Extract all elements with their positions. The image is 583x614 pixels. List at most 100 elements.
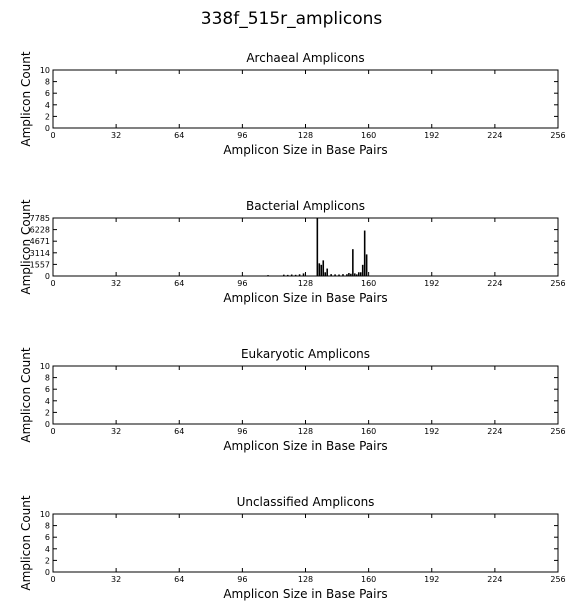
bar	[365, 254, 368, 276]
y-tick-label: 4	[45, 545, 50, 554]
x-tick-label: 0	[50, 131, 55, 140]
x-tick-label: 192	[424, 427, 439, 436]
y-tick-label: 4	[45, 101, 50, 110]
x-tick-label: 160	[361, 279, 376, 288]
x-tick-label: 160	[361, 427, 376, 436]
x-tick-label: 224	[487, 131, 502, 140]
x-axis-label: Amplicon Size in Base Pairs	[223, 291, 387, 305]
x-tick-label: 128	[298, 279, 313, 288]
bar	[342, 274, 344, 276]
bar	[354, 273, 356, 276]
plot-frame	[52, 513, 559, 573]
y-tick-label: 10	[40, 362, 50, 371]
bar	[361, 264, 364, 276]
x-tick-label: 128	[298, 427, 313, 436]
y-tick-label: 3114	[30, 249, 50, 258]
x-tick-label: 64	[174, 131, 184, 140]
y-tick-label: 8	[45, 522, 50, 531]
bar	[298, 274, 301, 276]
bar	[359, 272, 362, 276]
x-axis-label: Amplicon Size in Base Pairs	[223, 143, 387, 157]
bar	[330, 274, 332, 276]
bar	[324, 272, 327, 276]
x-tick-label: 192	[424, 279, 439, 288]
y-tick-label: 0	[45, 124, 50, 133]
x-tick-label: 32	[111, 131, 121, 140]
x-tick-label: 96	[237, 427, 247, 436]
bar	[302, 273, 305, 276]
bar	[356, 274, 358, 276]
y-tick-label: 6	[45, 385, 50, 394]
bar	[357, 272, 360, 276]
x-tick-label: 96	[237, 279, 247, 288]
y-tick-label: 7785	[30, 214, 50, 223]
x-axis-label: Amplicon Size in Base Pairs	[223, 587, 387, 601]
y-tick-label: 4	[45, 397, 50, 406]
x-tick-label: 256	[550, 427, 565, 436]
bar	[322, 260, 325, 276]
x-tick-label: 192	[424, 575, 439, 584]
bar	[283, 274, 285, 276]
bar	[363, 230, 366, 276]
x-tick-label: 0	[50, 279, 55, 288]
y-tick-label: 8	[45, 374, 50, 383]
x-axis-label: Amplicon Size in Base Pairs	[223, 439, 387, 453]
y-tick-label: 4671	[30, 237, 50, 246]
y-tick-label: 1557	[30, 260, 50, 269]
x-tick-label: 64	[174, 427, 184, 436]
bar	[348, 273, 350, 276]
x-tick-label: 128	[298, 131, 313, 140]
bar	[286, 274, 289, 276]
y-tick-label: 6228	[30, 226, 50, 235]
panel-title: Archaeal Amplicons	[246, 51, 364, 65]
x-tick-label: 128	[298, 575, 313, 584]
bacterial-panel: Bacterial Amplicons 0 32 64 96 128 160 192 224 25…	[19, 199, 566, 305]
y-tick-label: 10	[40, 510, 50, 519]
figure-title: 338f_515r_amplicons	[200, 9, 383, 29]
y-tick-label: 6	[45, 89, 50, 98]
x-tick-label: 256	[550, 575, 565, 584]
x-tick-label: 192	[424, 131, 439, 140]
bar	[326, 268, 328, 276]
panel-title: Bacterial Amplicons	[246, 199, 365, 213]
x-tick-label: 224	[487, 279, 502, 288]
bar	[334, 274, 336, 276]
x-tick-label: 0	[50, 427, 55, 436]
x-tick-label: 32	[111, 279, 121, 288]
y-tick-label: 0	[45, 420, 50, 429]
x-tick-label: 256	[550, 131, 565, 140]
x-tick-label: 224	[487, 427, 502, 436]
y-tick-label: 2	[45, 408, 50, 417]
bar	[290, 274, 293, 276]
bar	[352, 249, 354, 276]
y-axis-label: Amplicon Count	[19, 51, 33, 146]
y-tick-label: 6	[45, 533, 50, 542]
x-tick-label: 96	[237, 131, 247, 140]
x-tick-label: 96	[237, 575, 247, 584]
x-tick-label: 64	[174, 575, 184, 584]
x-tick-label: 0	[50, 575, 55, 584]
y-axis-label: Amplicon Count	[19, 347, 33, 442]
bar	[294, 274, 297, 276]
x-tick-label: 160	[361, 575, 376, 584]
y-tick-label: 0	[45, 568, 50, 577]
y-tick-label: 10	[40, 66, 50, 75]
bar	[320, 264, 323, 276]
bar	[346, 274, 348, 276]
panel-title: Unclassified Amplicons	[237, 495, 375, 509]
plot-frame	[52, 217, 559, 277]
y-axis-label: Amplicon Count	[19, 199, 33, 294]
x-tick-label: 32	[111, 575, 121, 584]
bar	[318, 263, 321, 276]
x-tick-label: 256	[550, 279, 565, 288]
y-axis-label: Amplicon Count	[19, 495, 33, 590]
y-tick-label: 8	[45, 78, 50, 87]
y-tick-label: 2	[45, 112, 50, 121]
x-tick-label: 64	[174, 279, 184, 288]
bar	[350, 273, 352, 276]
plot-frame	[52, 69, 559, 129]
